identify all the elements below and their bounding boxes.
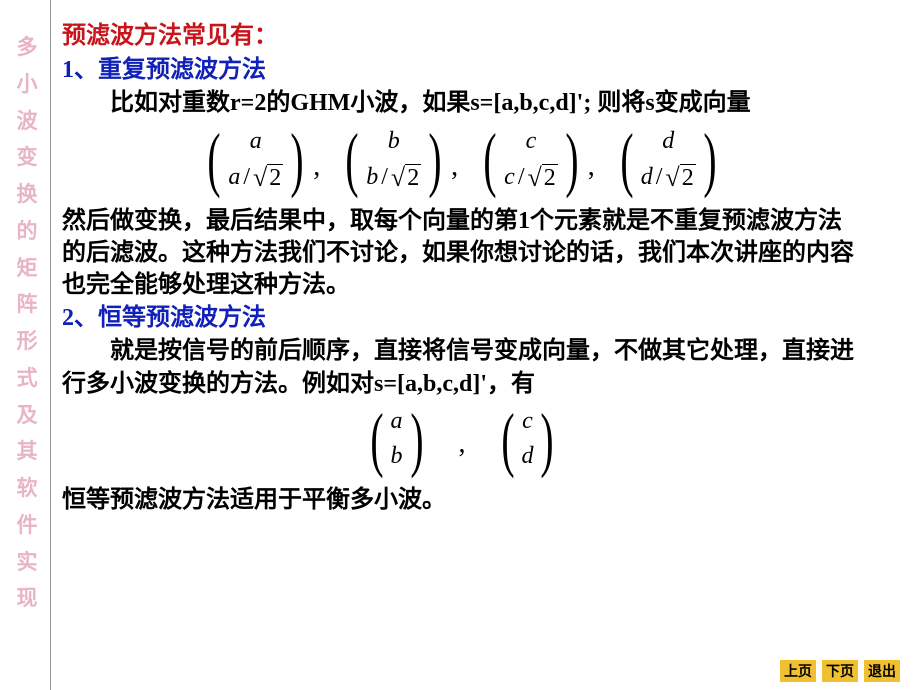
section-2-para-2: 恒等预滤波方法适用于平衡多小波。 [62, 484, 862, 516]
vector: (cc/√2) [478, 128, 584, 193]
next-button[interactable]: 下页 [822, 660, 858, 682]
exit-button[interactable]: 退出 [864, 660, 900, 682]
sidebar-char: 形 [17, 324, 38, 361]
vector: (dd/√2) [615, 128, 722, 193]
vector: (bb/√2) [340, 128, 447, 193]
sidebar-char: 实 [17, 545, 38, 582]
main-title: 预滤波方法常见有： [62, 20, 862, 54]
section-2-para-1: 就是按信号的前后顺序，直接将信号变成向量，不做其它处理，直接进行多小波变换的方法… [62, 335, 862, 400]
sidebar-char: 波 [17, 104, 38, 141]
sidebar-char: 变 [17, 140, 38, 177]
sidebar-title: 多小波变换的矩阵形式及其软件实现 [12, 30, 42, 618]
vertical-divider [50, 0, 51, 690]
vector: (ab) [365, 408, 429, 470]
sidebar-char: 矩 [17, 251, 38, 288]
sidebar-char: 件 [17, 508, 38, 545]
vector: (aa/√2) [202, 128, 309, 193]
sidebar-char: 及 [17, 398, 38, 435]
section-1-label: 1、重复预滤波方法 [62, 54, 862, 88]
sidebar-char: 阵 [17, 287, 38, 324]
formula-2: (ab),(cd) [62, 408, 862, 470]
section-1-para-2: 然后做变换，最后结果中，取每个向量的第1个元素就是不重复预滤波方法的后滤波。这种… [62, 205, 862, 302]
sidebar-char: 其 [17, 434, 38, 471]
section-1-para-1: 比如对重数r=2的GHM小波，如果s=[a,b,c,d]'; 则将s变成向量 [62, 87, 862, 119]
nav-bar: 上页 下页 退出 [780, 660, 900, 682]
sidebar-char: 现 [17, 581, 38, 618]
sidebar-char: 多 [17, 30, 38, 67]
vector: (cd) [496, 408, 560, 470]
sidebar-char: 的 [17, 214, 38, 251]
sidebar-char: 式 [17, 361, 38, 398]
sidebar-char: 小 [17, 67, 38, 104]
formula-1: (aa/√2),(bb/√2),(cc/√2),(dd/√2) [62, 128, 862, 193]
section-2-label: 2、恒等预滤波方法 [62, 302, 862, 336]
prev-button[interactable]: 上页 [780, 660, 816, 682]
sidebar-char: 软 [17, 471, 38, 508]
main-content: 预滤波方法常见有： 1、重复预滤波方法 比如对重数r=2的GHM小波，如果s=[… [62, 20, 862, 517]
sidebar-char: 换 [17, 177, 38, 214]
